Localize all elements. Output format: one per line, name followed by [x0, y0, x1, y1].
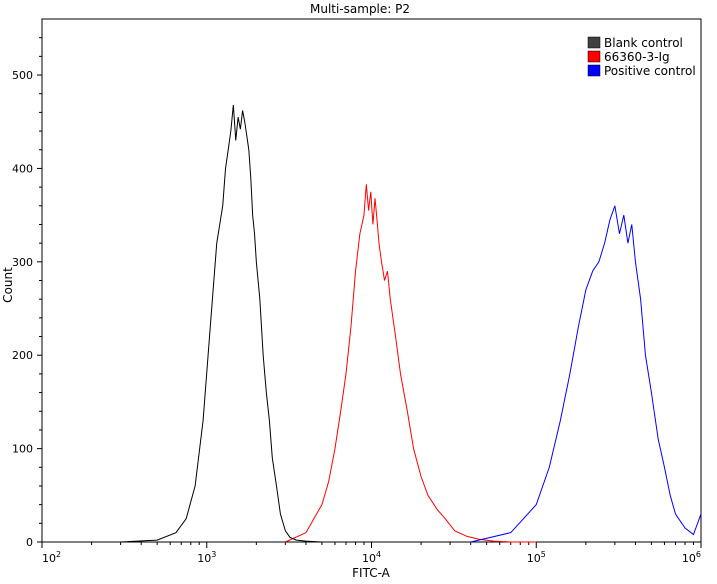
- series-layer: [120, 104, 702, 543]
- legend-label: Positive control: [604, 64, 696, 78]
- x-tick-label: 106: [682, 550, 701, 565]
- legend-swatch: [587, 36, 601, 49]
- x-tick-label: 103: [197, 550, 216, 565]
- x-axis-label: FITC-A: [352, 566, 391, 580]
- x-tick-label: 104: [362, 550, 381, 565]
- y-tick-label: 300: [12, 256, 33, 269]
- series-line-2: [470, 205, 702, 543]
- x-axis: 102 103 104 105 106: [41, 542, 702, 565]
- chart-title: Multi-sample: P2: [310, 2, 410, 16]
- legend-label: Blank control: [604, 36, 683, 50]
- series-line-0: [120, 104, 372, 543]
- y-axis: 0 100 200 300 400 500: [12, 37, 42, 549]
- plot-frame: [41, 18, 702, 543]
- y-tick-label: 100: [12, 443, 33, 456]
- y-tick-label: 200: [12, 349, 33, 362]
- legend-swatch: [587, 50, 601, 63]
- legend-swatch: [587, 64, 601, 77]
- y-axis-label: Count: [1, 267, 15, 303]
- y-tick-label: 500: [12, 69, 33, 82]
- x-tick-label: 102: [42, 550, 61, 565]
- legend-label: 66360-3-Ig: [604, 50, 670, 64]
- x-tick-label: 105: [527, 550, 546, 565]
- series-line-1: [285, 184, 537, 543]
- y-tick-label: 400: [12, 162, 33, 175]
- y-tick-label: 0: [26, 536, 33, 549]
